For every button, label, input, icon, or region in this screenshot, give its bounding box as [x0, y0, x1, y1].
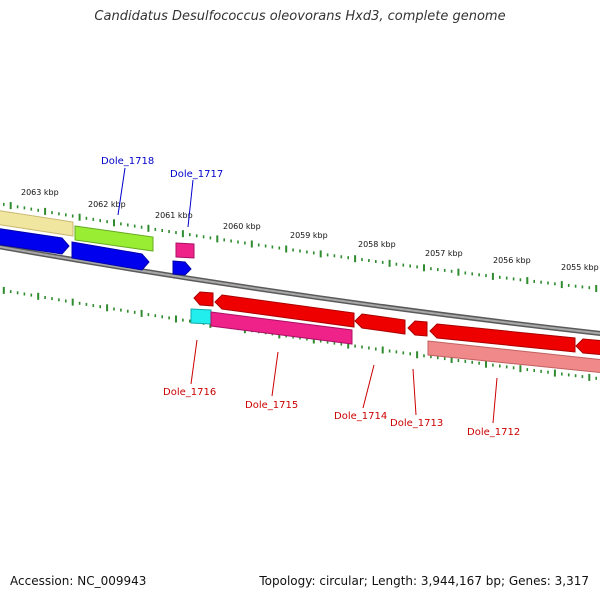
ruler-ticks-upper: [2, 202, 598, 292]
kbp-label: 2061 kbp: [155, 211, 193, 220]
gene-arrow[interactable]: [429, 323, 576, 353]
kbp-label: 2063 kbp: [21, 188, 59, 197]
kbp-label: 2062 kbp: [88, 200, 126, 209]
gene-arrow[interactable]: [214, 294, 355, 328]
kbp-label: 2056 kbp: [493, 256, 531, 265]
gene-label-dole-1714[interactable]: Dole_1714: [334, 411, 387, 422]
gene-label-dole-1716[interactable]: Dole_1716: [163, 387, 216, 398]
gene-label-dole-1715[interactable]: Dole_1715: [245, 400, 298, 411]
gene-arrow[interactable]: [0, 228, 70, 255]
gene-label-dole-1717[interactable]: Dole_1717: [170, 169, 223, 180]
gene-label-dole-1718[interactable]: Dole_1718: [101, 156, 154, 167]
kbp-label: 2057 kbp: [425, 249, 463, 258]
gene-label-leader: [187, 179, 194, 228]
gene-arrow[interactable]: [175, 242, 195, 259]
gene-label-leader: [362, 364, 375, 409]
gene-label-dole-1712[interactable]: Dole_1712: [467, 427, 520, 438]
gene-label-leader: [117, 167, 126, 216]
genome-title: Candidatus Desulfococcus oleovorans Hxd3…: [94, 9, 506, 24]
gene-arrow[interactable]: [190, 308, 212, 325]
gene-arrow[interactable]: [172, 260, 192, 276]
gene-arrow[interactable]: [193, 291, 214, 307]
accession-label: Accession: NC_009943: [10, 574, 147, 588]
gene-arrow[interactable]: [407, 320, 428, 337]
gene-label-dole-1713[interactable]: Dole_1713: [390, 418, 443, 429]
gene-arrow[interactable]: [210, 311, 353, 345]
kbp-label: 2059 kbp: [290, 231, 328, 240]
gene-label-leader: [190, 339, 198, 385]
gene-arrow[interactable]: [427, 340, 600, 373]
gene-arrow[interactable]: [0, 210, 74, 237]
kbp-label: 2055 kbp: [561, 263, 599, 272]
kbp-label: 2058 kbp: [358, 240, 396, 249]
gene-label-leader: [492, 377, 498, 424]
gene-arrow[interactable]: [71, 241, 150, 271]
kbp-label: 2060 kbp: [223, 222, 261, 231]
gene-arrow[interactable]: [74, 225, 154, 252]
topology-label: Topology: circular; Length: 3,944,167 bp…: [259, 574, 589, 588]
gene-label-leader: [412, 368, 417, 416]
gene-arrow[interactable]: [354, 313, 406, 335]
gene-arrow[interactable]: [575, 338, 600, 356]
gene-label-leader: [271, 351, 279, 397]
